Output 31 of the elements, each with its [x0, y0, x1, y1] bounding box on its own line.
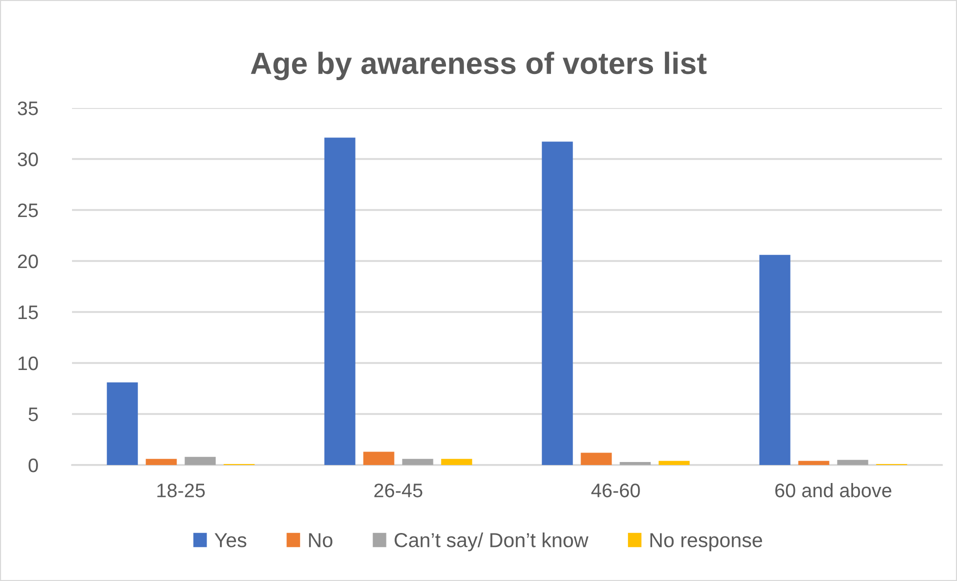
bar — [542, 142, 573, 465]
x-tick-label: 26-45 — [374, 484, 422, 498]
x-tick-label: 18-25 — [157, 484, 205, 498]
y-tick-label: 30 — [18, 152, 38, 166]
bar — [184, 456, 216, 465]
bar — [402, 458, 434, 465]
bar — [324, 138, 356, 465]
bar — [146, 458, 177, 465]
y-tick-label: 15 — [18, 306, 38, 320]
y-tick-label: 35 — [18, 101, 38, 116]
bar — [580, 452, 612, 465]
legend-label: No — [309, 533, 332, 548]
legend-label: Can’t say/ Don’t know — [394, 532, 588, 552]
y-tick-label: 10 — [18, 356, 38, 370]
legend-label: Yes — [214, 533, 246, 548]
bar — [441, 458, 472, 465]
bar — [363, 452, 394, 465]
legend-label: No response — [650, 533, 762, 552]
bar — [798, 460, 830, 465]
bar — [837, 460, 868, 465]
x-tick-label: 60 and above — [775, 483, 892, 498]
chart-title: Age by awareness of voters list — [250, 52, 707, 80]
y-tick-label: 0 — [28, 458, 38, 472]
y-tick-label: 20 — [18, 254, 38, 268]
y-tick-label: 5 — [28, 408, 38, 422]
bar — [106, 382, 138, 465]
y-tick-label: 25 — [18, 203, 38, 218]
bar — [658, 460, 690, 465]
x-tick-label: 46-60 — [591, 484, 640, 498]
bar — [759, 254, 790, 465]
bar — [620, 462, 651, 465]
